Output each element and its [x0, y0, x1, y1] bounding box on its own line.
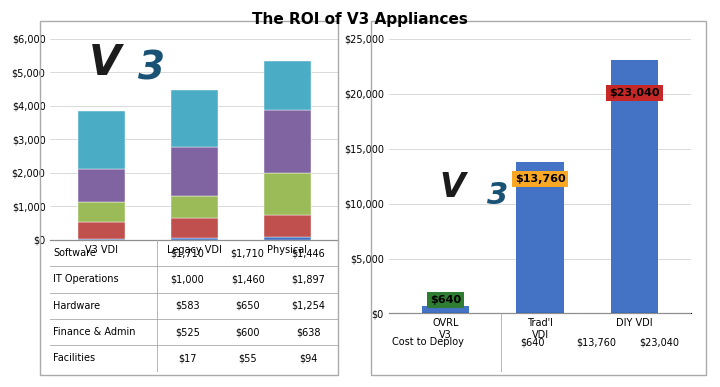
Text: IT Operations: IT Operations [53, 274, 119, 284]
Bar [171, 147, 217, 196]
Bar [611, 60, 658, 313]
Text: $13,760: $13,760 [515, 174, 565, 184]
Text: V: V [439, 171, 465, 204]
Text: 3: 3 [487, 181, 508, 210]
Text: $55: $55 [238, 353, 257, 363]
Text: $1,710: $1,710 [230, 248, 265, 258]
Text: The ROI of V3 Appliances: The ROI of V3 Appliances [252, 12, 468, 27]
Text: Software: Software [53, 248, 96, 258]
Text: $1,000: $1,000 [171, 274, 204, 284]
Text: V: V [89, 42, 121, 84]
Text: $1,710: $1,710 [170, 248, 204, 258]
Text: $17: $17 [178, 353, 197, 363]
Text: $525: $525 [175, 327, 199, 337]
Bar [264, 61, 310, 110]
Text: Cost to Deploy: Cost to Deploy [392, 337, 464, 348]
Text: Finance & Admin: Finance & Admin [53, 327, 136, 337]
Text: $600: $600 [235, 327, 260, 337]
Text: $1,446: $1,446 [292, 248, 325, 258]
Bar [171, 90, 217, 147]
Text: 3: 3 [138, 50, 165, 88]
Bar [78, 169, 125, 202]
Bar [78, 111, 125, 169]
Text: Hardware: Hardware [53, 301, 100, 311]
Text: $650: $650 [235, 301, 260, 311]
Bar [171, 218, 217, 238]
Text: $640: $640 [520, 337, 545, 348]
Bar [78, 222, 125, 240]
Bar [264, 110, 310, 173]
Bar [264, 173, 310, 216]
Text: $23,040: $23,040 [639, 337, 680, 348]
Bar [171, 238, 217, 240]
Bar [264, 216, 310, 237]
Bar [78, 202, 125, 222]
Text: $638: $638 [296, 327, 320, 337]
Text: $583: $583 [175, 301, 199, 311]
Text: $13,760: $13,760 [576, 337, 616, 348]
Text: $23,040: $23,040 [609, 88, 660, 98]
Bar [516, 162, 564, 313]
Bar [264, 237, 310, 240]
Text: $640: $640 [430, 295, 461, 305]
Bar [171, 196, 217, 218]
Text: $1,254: $1,254 [291, 301, 325, 311]
Bar [422, 307, 469, 313]
Text: $1,897: $1,897 [291, 274, 325, 284]
Text: $94: $94 [299, 353, 318, 363]
Text: Facilities: Facilities [53, 353, 96, 363]
Text: $1,460: $1,460 [231, 274, 264, 284]
